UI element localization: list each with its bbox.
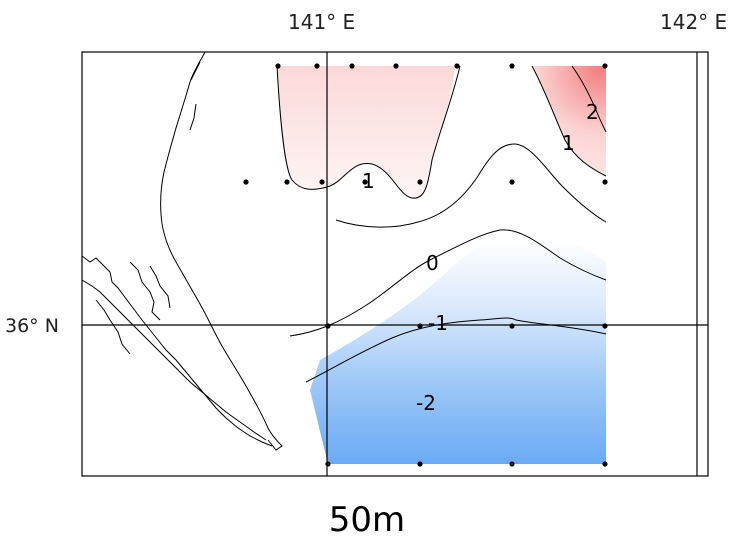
station-point	[284, 179, 289, 184]
station-point	[602, 179, 607, 184]
station-point	[417, 323, 422, 328]
station-point	[319, 179, 324, 184]
contour-label-plus1-east: 1	[562, 131, 575, 155]
contour-label-minus1: -1	[428, 311, 448, 335]
station-point	[602, 63, 607, 68]
station-point	[349, 63, 354, 68]
station-point	[509, 179, 514, 184]
station-point	[417, 179, 422, 184]
station-point	[275, 63, 280, 68]
station-point	[362, 179, 367, 184]
station-point	[325, 461, 330, 466]
station-point	[393, 63, 398, 68]
depth-caption: 50m	[0, 500, 734, 540]
station-point	[602, 323, 607, 328]
station-point	[314, 63, 319, 68]
contour-label-minus2: -2	[416, 391, 436, 415]
station-point	[325, 323, 330, 328]
contour-label-zero: 0	[426, 251, 439, 275]
contour-label-plus2: 2	[586, 100, 599, 124]
station-point	[417, 461, 422, 466]
station-point	[454, 63, 459, 68]
station-point	[509, 63, 514, 68]
station-point	[243, 179, 248, 184]
station-point	[509, 323, 514, 328]
station-point	[602, 461, 607, 466]
station-point	[509, 461, 514, 466]
